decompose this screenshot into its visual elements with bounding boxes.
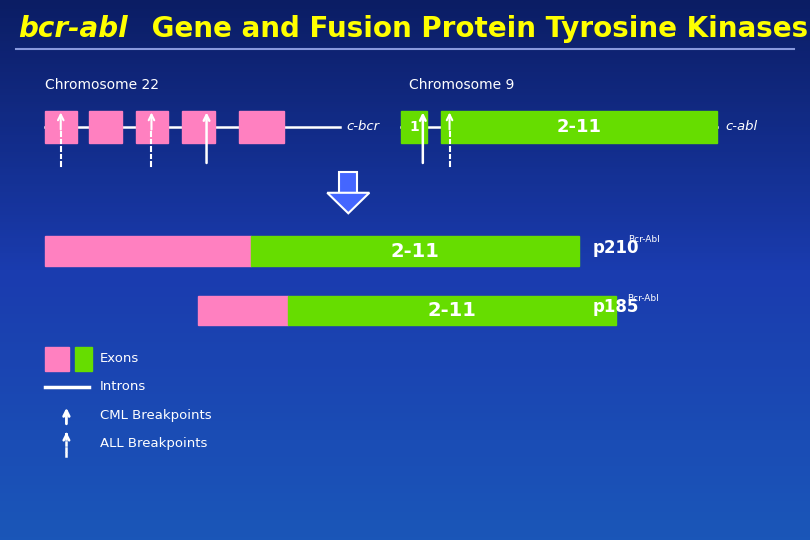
Bar bbox=[45, 111, 77, 143]
Text: Gene and Fusion Protein Tyrosine Kinases: Gene and Fusion Protein Tyrosine Kinases bbox=[142, 15, 808, 43]
Text: CML Breakpoints: CML Breakpoints bbox=[100, 409, 211, 422]
Text: c-abl: c-abl bbox=[725, 120, 757, 133]
Bar bbox=[198, 295, 288, 325]
Bar bbox=[401, 111, 427, 143]
Polygon shape bbox=[327, 193, 369, 213]
Bar bbox=[75, 347, 92, 371]
Text: Chromosome 9: Chromosome 9 bbox=[409, 78, 514, 92]
Bar bbox=[45, 237, 251, 266]
Text: c-bcr: c-bcr bbox=[347, 120, 380, 133]
Text: p185: p185 bbox=[593, 298, 639, 316]
Bar bbox=[239, 111, 284, 143]
Text: ALL Breakpoints: ALL Breakpoints bbox=[100, 437, 207, 450]
Text: 2-11: 2-11 bbox=[556, 118, 602, 136]
Text: p210: p210 bbox=[593, 239, 639, 257]
Bar bbox=[251, 237, 579, 266]
Text: 2-11: 2-11 bbox=[427, 301, 476, 320]
Text: Introns: Introns bbox=[100, 380, 146, 393]
Text: Bcr-Abl: Bcr-Abl bbox=[627, 294, 659, 303]
Bar bbox=[182, 111, 215, 143]
Text: bcr-abl: bcr-abl bbox=[18, 15, 127, 43]
Text: Bcr-Abl: Bcr-Abl bbox=[629, 235, 660, 244]
Bar bbox=[339, 172, 357, 193]
Bar bbox=[288, 295, 616, 325]
Bar bbox=[45, 347, 69, 371]
Bar bbox=[89, 111, 122, 143]
Text: 1: 1 bbox=[409, 120, 419, 134]
Text: 2-11: 2-11 bbox=[390, 241, 440, 261]
Text: Chromosome 22: Chromosome 22 bbox=[45, 78, 159, 92]
Bar bbox=[136, 111, 168, 143]
Bar bbox=[441, 111, 717, 143]
Text: Exons: Exons bbox=[100, 352, 139, 365]
